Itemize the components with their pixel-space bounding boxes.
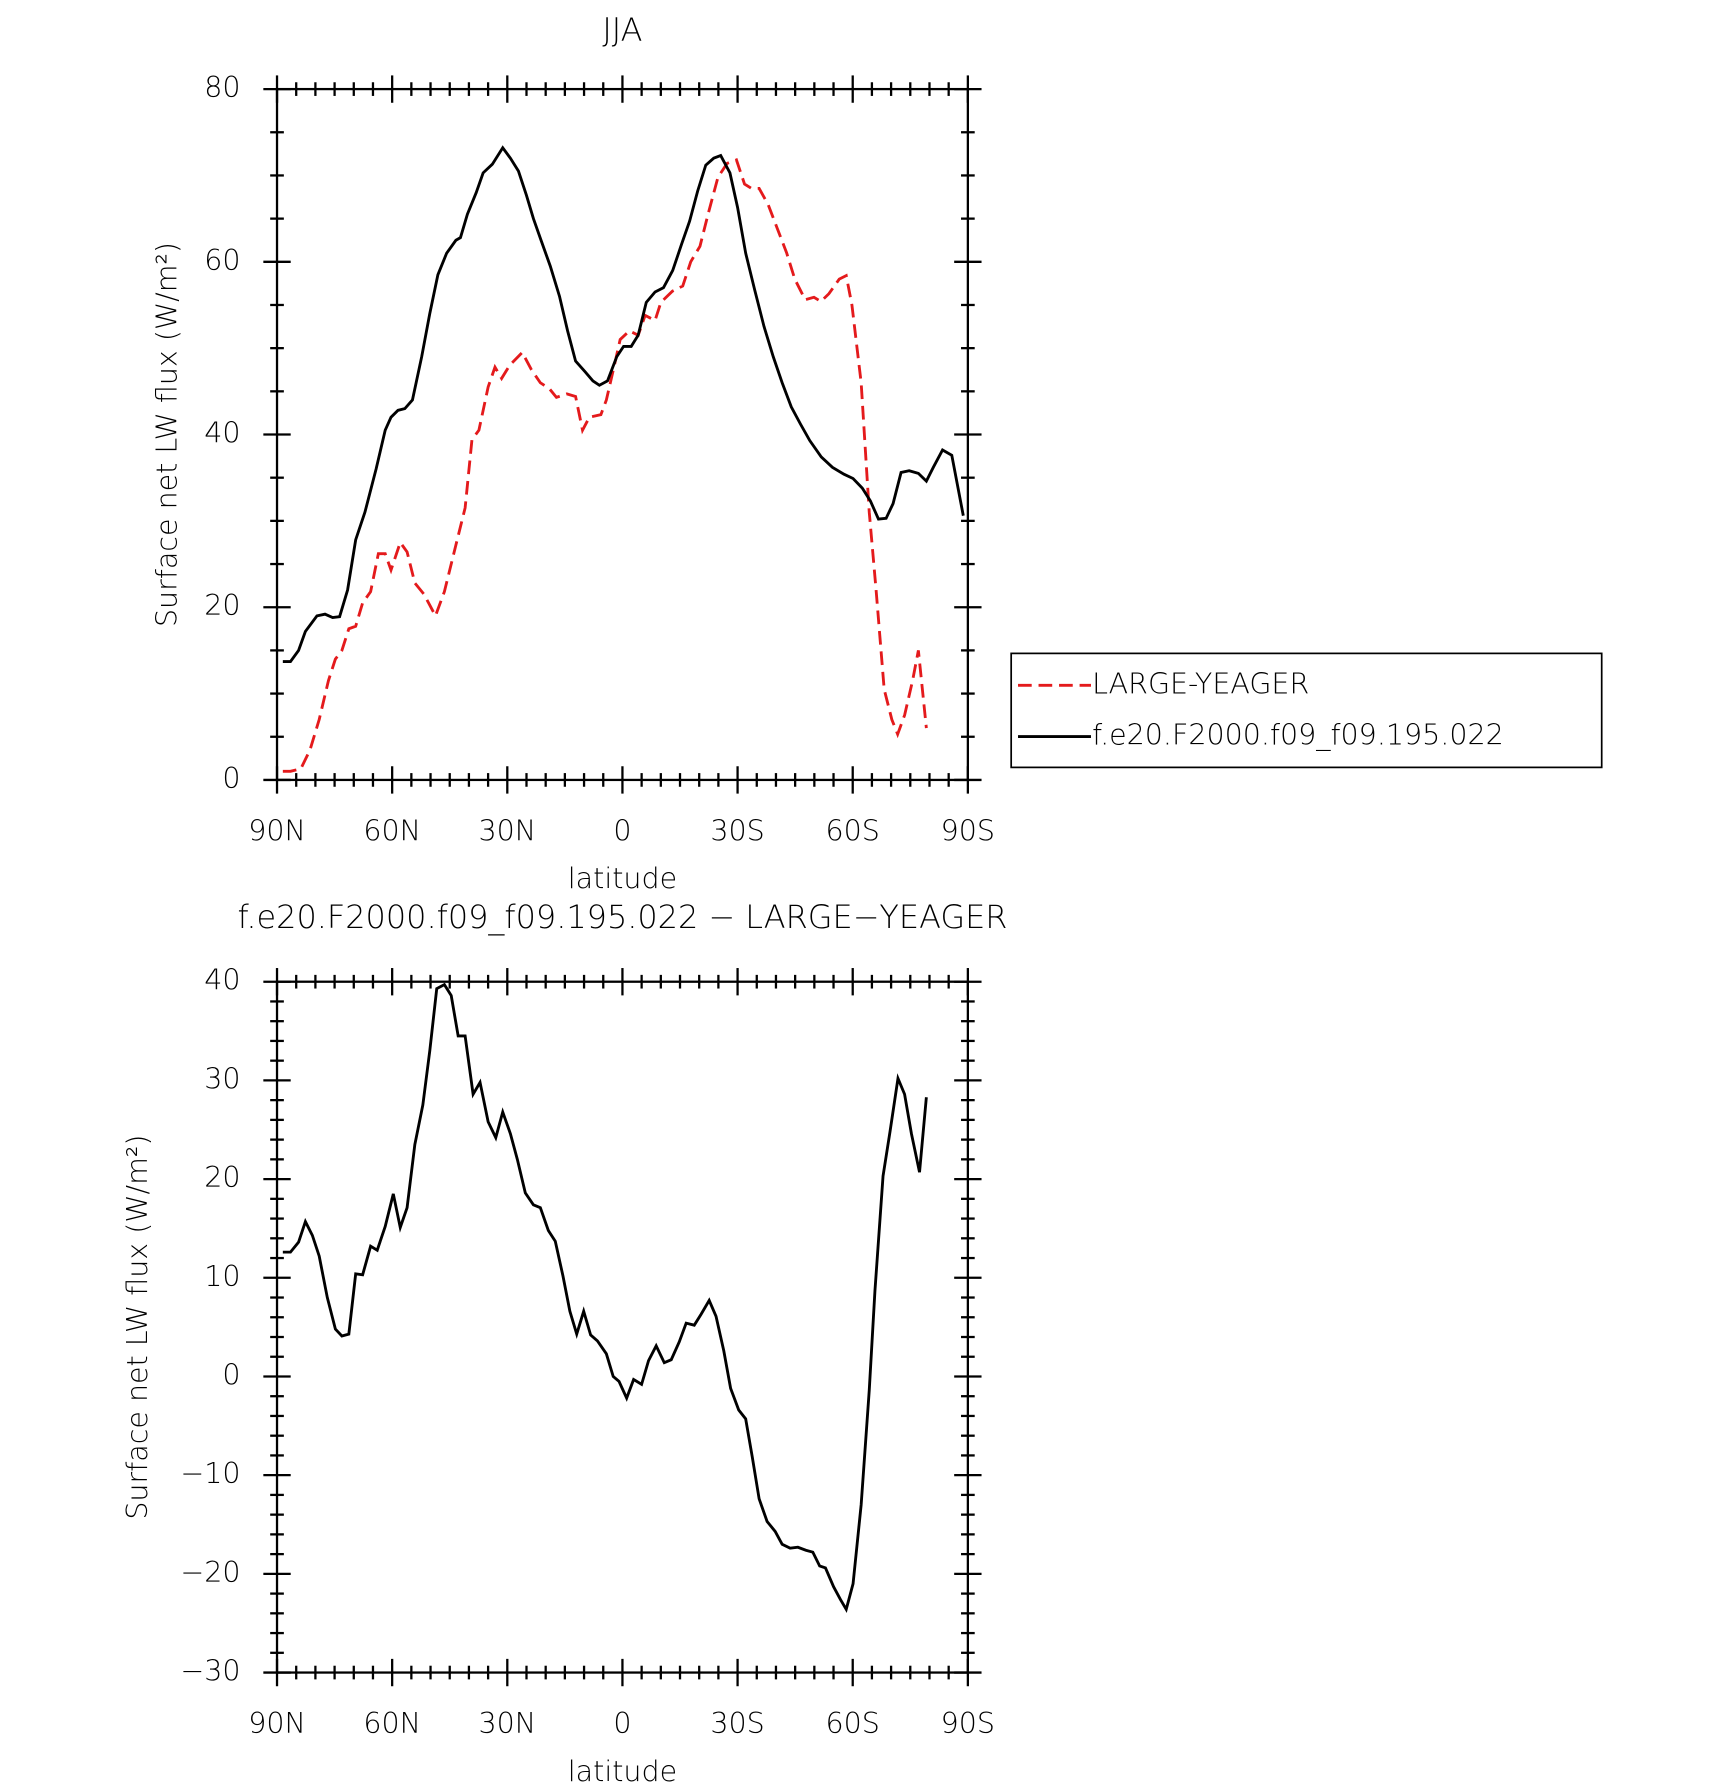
y-tick-label: 0 bbox=[222, 762, 240, 795]
plot-frame bbox=[275, 980, 969, 1674]
x-tick-label: 60S bbox=[826, 814, 880, 847]
y-axis-label: Surface net LW flux (W/m²) bbox=[151, 242, 184, 627]
y-tick-label: 80 bbox=[204, 71, 240, 104]
x-tick-label: 60N bbox=[363, 1707, 421, 1740]
x-tick-label: 90S bbox=[941, 1707, 995, 1740]
y-tick-label: 20 bbox=[204, 589, 240, 622]
chart-title: f.e20.F2000.f09_f09.195.022 − LARGE−YEAG… bbox=[237, 898, 1007, 936]
y-tick-label: 10 bbox=[204, 1260, 240, 1293]
x-tick-label: 30N bbox=[479, 814, 537, 847]
data-line bbox=[282, 982, 928, 1614]
y-tick-label: −20 bbox=[180, 1556, 240, 1589]
data-line bbox=[282, 145, 965, 664]
x-axis-label: latitude bbox=[568, 1755, 677, 1788]
x-axis-label: latitude bbox=[568, 862, 677, 895]
y-tick-label: −30 bbox=[180, 1655, 240, 1688]
x-tick-label: 30N bbox=[479, 1707, 537, 1740]
y-tick-label: 40 bbox=[204, 417, 240, 450]
x-tick-label: 0 bbox=[613, 814, 631, 847]
legend-label: f.e20.F2000.f09_f09.195.022 bbox=[1092, 719, 1504, 753]
x-tick-label: 0 bbox=[613, 1707, 631, 1740]
x-tick-label: 30S bbox=[710, 1707, 764, 1740]
legend-box bbox=[1010, 652, 1603, 769]
legend-label: LARGE-YEAGER bbox=[1092, 667, 1309, 700]
x-tick-label: 90N bbox=[248, 814, 306, 847]
x-tick-label: 90N bbox=[248, 1707, 306, 1740]
x-tick-label: 60N bbox=[363, 814, 421, 847]
y-axis-label: Surface net LW flux (W/m²) bbox=[121, 1135, 154, 1520]
chart-title: JJA bbox=[602, 11, 642, 49]
y-tick-label: 40 bbox=[204, 964, 240, 997]
data-line bbox=[282, 158, 928, 773]
y-tick-label: 30 bbox=[204, 1062, 240, 1095]
y-tick-label: 0 bbox=[222, 1358, 240, 1391]
y-tick-label: −10 bbox=[180, 1457, 240, 1490]
y-tick-label: 60 bbox=[204, 244, 240, 277]
x-tick-label: 90S bbox=[941, 814, 995, 847]
y-tick-label: 20 bbox=[204, 1161, 240, 1194]
x-tick-label: 30S bbox=[710, 814, 764, 847]
x-tick-label: 60S bbox=[826, 1707, 880, 1740]
